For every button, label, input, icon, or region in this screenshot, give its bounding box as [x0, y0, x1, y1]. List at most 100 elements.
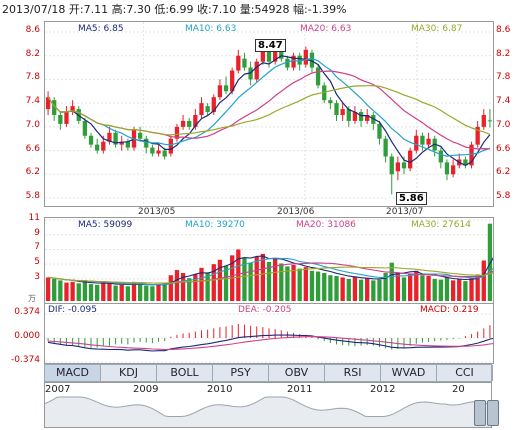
- candle-body: [211, 97, 216, 113]
- dif-line: [48, 334, 497, 352]
- candle-body: [438, 150, 443, 163]
- candle-body: [395, 162, 401, 172]
- price-ytick-left-5: 6.6: [25, 143, 40, 154]
- candlestick-chart[interactable]: [45, 22, 493, 206]
- volume-bar: [168, 275, 173, 301]
- price-ma30-legend-text: MA30: 6.87: [411, 24, 463, 34]
- volume-bar: [205, 272, 210, 301]
- candle-body: [481, 115, 486, 127]
- change-value: -1.39%: [307, 3, 347, 16]
- volume-bar: [315, 271, 321, 301]
- volume-chart-panel[interactable]: [44, 217, 499, 304]
- candle-body: [88, 135, 94, 145]
- navigator-year-3: 2011: [287, 384, 313, 395]
- volume-bar: [352, 276, 358, 301]
- volume-bar: [438, 279, 443, 301]
- candle-body: [279, 49, 284, 59]
- candle-body: [223, 85, 229, 92]
- navigator-line: [44, 396, 494, 417]
- open-label: 开:: [68, 3, 84, 16]
- volume-bar: [88, 284, 94, 301]
- close-value: 7.10: [211, 3, 237, 16]
- tab-rsi[interactable]: RSI: [325, 365, 381, 381]
- timeline-navigator[interactable]: [44, 382, 494, 428]
- vol-ma30-legend: MA30: 27614: [411, 220, 471, 230]
- volume-bar: [340, 277, 345, 301]
- volume-bar: [481, 260, 486, 301]
- volume-bar: [174, 270, 180, 301]
- candle-body: [487, 120, 493, 122]
- candle-body: [371, 115, 376, 124]
- high-price-callout: 8.47: [255, 39, 286, 52]
- volume-bar: [272, 258, 278, 301]
- volume-bar: [346, 278, 351, 301]
- tab-kdj[interactable]: KDJ: [101, 365, 157, 381]
- volume-bar: [180, 273, 186, 301]
- tab-psy[interactable]: PSY: [213, 365, 269, 381]
- navigator-area: [45, 397, 493, 427]
- candle-body: [254, 61, 259, 80]
- quote-summary: 2013/07/18 开:7.11 高:7.30 低:6.99 收:7.10 量…: [2, 1, 347, 17]
- price-ytick-right-0: 8.6: [496, 25, 511, 35]
- tab-obv[interactable]: OBV: [269, 365, 325, 381]
- macd-chart-panel[interactable]: [44, 303, 497, 364]
- candle-body: [156, 150, 161, 154]
- volume-bar: [450, 280, 456, 301]
- indicator-tab-bar: MACD KDJ BOLL PSY OBV RSI WVAD CCI: [44, 364, 493, 382]
- tab-wvad[interactable]: WVAD: [381, 365, 437, 381]
- volume-bar: [125, 286, 130, 301]
- price-chart-panel[interactable]: [44, 21, 494, 207]
- candle-body: [272, 46, 278, 62]
- volume-bar: [119, 284, 124, 301]
- candle-body: [230, 70, 235, 92]
- volume-bar: [432, 278, 437, 301]
- price-ytick-right-3: 7.4: [496, 96, 511, 107]
- navigator-left-handle[interactable]: [474, 400, 486, 426]
- tab-macd[interactable]: MACD: [45, 365, 101, 381]
- candle-body: [242, 58, 247, 68]
- volume-bar: [199, 267, 204, 301]
- volume-bar: [365, 278, 370, 301]
- candle-body: [260, 49, 266, 62]
- candle-body: [383, 138, 388, 157]
- price-ytick-left-3: 7.4: [25, 96, 40, 107]
- volume-chart[interactable]: [45, 218, 499, 303]
- volume-bar: [82, 281, 88, 301]
- candle-body: [291, 55, 296, 68]
- volume-bar: [248, 262, 253, 301]
- volume-bar: [58, 280, 63, 301]
- volume-bar: [426, 275, 431, 301]
- high-label: 高:: [111, 3, 127, 16]
- tab-boll[interactable]: BOLL: [157, 365, 213, 381]
- volume-bar: [64, 282, 69, 301]
- candle-body: [217, 85, 223, 98]
- price-ma30-legend: MA30: 6.87: [411, 24, 462, 34]
- volume-bar: [297, 268, 302, 301]
- volume-bar: [193, 274, 198, 301]
- volume-bar: [137, 284, 143, 301]
- volume-bar: [377, 279, 382, 301]
- volume-bar: [408, 273, 413, 301]
- candle-body: [236, 55, 241, 71]
- navigator-right-handle[interactable]: [487, 400, 499, 426]
- candle-body: [168, 138, 173, 154]
- volume-ma30-line: [48, 266, 497, 284]
- macd-chart[interactable]: [45, 304, 497, 363]
- low-label: 低:: [154, 3, 170, 16]
- volume-bar: [395, 272, 401, 301]
- candle-body: [444, 162, 450, 175]
- volume-bar: [131, 281, 137, 301]
- volume-bar: [334, 275, 339, 301]
- quote-date: 2013/07/18: [2, 3, 66, 16]
- tab-cci[interactable]: CCI: [437, 365, 493, 381]
- price-ma10-line: [47, 57, 491, 157]
- volume-bar: [401, 277, 407, 301]
- price-ma20-legend-text: MA20: 6.63: [300, 24, 352, 34]
- volume-ytick-3: 5: [34, 257, 40, 268]
- macd-legend: MACD: 0.219: [420, 305, 479, 315]
- candle-body: [199, 103, 204, 115]
- price-ma5-line: [47, 55, 491, 167]
- volume-bar: [383, 273, 388, 301]
- price-ytick-right-1: 8.2: [496, 48, 511, 59]
- price-ytick-left-6: 6.2: [25, 167, 40, 178]
